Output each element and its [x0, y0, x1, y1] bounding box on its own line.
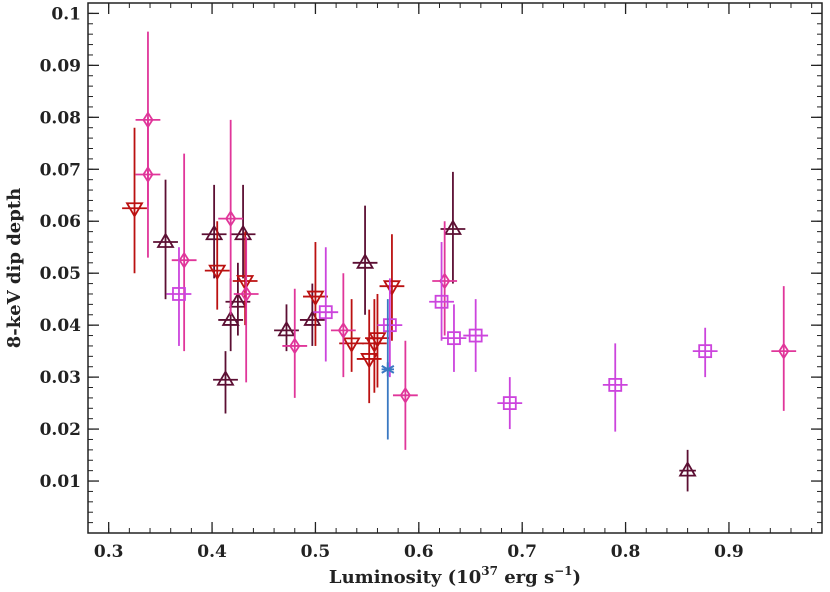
data-point-triangle-up [352, 205, 378, 315]
marker-diamond [289, 337, 301, 355]
data-point-triangle-up [213, 351, 238, 414]
x-axis-label-exponent: 37 [481, 564, 498, 578]
data-point-triangle-up [201, 184, 227, 279]
data-point-triangle-down [365, 293, 390, 388]
marker-square [502, 396, 517, 410]
marker-triangle-down [382, 280, 401, 296]
marker-triangle-down [236, 275, 255, 291]
y-tick-label: 0.01 [40, 472, 81, 492]
marker-diamond [337, 321, 349, 340]
data-point-square [429, 242, 454, 341]
y-tick-label: 0.03 [40, 368, 81, 388]
data-point-triangle-down [122, 127, 147, 274]
data-point-triangle-up [230, 184, 256, 279]
marker-square [434, 294, 449, 309]
marker-diamond [142, 165, 154, 184]
marker-triangle-down [208, 264, 227, 281]
y-tick-label: 0.1 [51, 4, 81, 24]
marker-triangle-down [368, 332, 387, 348]
marker-diamond [240, 285, 252, 303]
data-point-square [441, 304, 467, 372]
data-point-square [602, 343, 628, 432]
marker-diamond [399, 386, 411, 404]
data-point-asterisk [381, 299, 395, 440]
y-tick-label: 0.06 [40, 212, 81, 232]
marker-asterisk-stroke [381, 364, 395, 374]
marker-square [698, 344, 713, 359]
data-point-triangle-down [232, 231, 258, 326]
data-point-diamond [282, 288, 308, 398]
data-point-triangle-up [678, 449, 697, 492]
marker-square [382, 318, 397, 333]
data-point-triangle-down [379, 234, 405, 341]
marker-square [608, 378, 623, 392]
data-point-square [377, 278, 403, 378]
x-tick-label: 0.9 [714, 542, 744, 562]
data-point-square [692, 327, 718, 378]
data-point-triangle-down [204, 221, 230, 310]
y-tick-label: 0.05 [40, 264, 81, 284]
y-tick-label: 0.07 [40, 160, 81, 180]
marker-square [468, 328, 483, 343]
data-point-triangle-up [299, 283, 325, 346]
data-point-square [463, 299, 489, 372]
marker-triangle-up [228, 291, 247, 308]
marker-triangle-down [360, 353, 379, 369]
y-tick-label: 0.02 [40, 420, 81, 440]
marker-triangle-up [356, 253, 375, 269]
data-point-diamond [135, 117, 161, 258]
marker-diamond [778, 342, 790, 360]
marker-triangle-up [156, 232, 175, 248]
marker-triangle-up [234, 224, 253, 241]
marker-diamond [178, 251, 190, 269]
marker-triangle-down [125, 202, 144, 219]
x-tick-label: 0.4 [197, 542, 227, 562]
data-point-square [313, 247, 339, 362]
x-axis-label-unit: erg s [498, 567, 554, 588]
marker-triangle-down [342, 337, 361, 354]
x-axis-label-main: Luminosity (10 [329, 567, 481, 588]
marker-diamond [225, 209, 237, 228]
x-tick-label: 0.3 [94, 542, 124, 562]
data-point-diamond [392, 340, 418, 450]
data-point-diamond [771, 286, 797, 411]
marker-square [318, 305, 333, 320]
marker-triangle-up [443, 219, 462, 235]
marker-square [447, 331, 461, 346]
data-point-square [166, 247, 192, 346]
data-point-diamond [218, 119, 244, 315]
data-point-triangle-up [153, 179, 178, 300]
plot-frame [87, 2, 823, 534]
marker-triangle-up [221, 310, 240, 326]
data-point-triangle-down [303, 242, 328, 346]
x-tick-label: 0.5 [301, 542, 331, 562]
x-axis-label-exponent-2: −1 [554, 564, 572, 578]
data-point-diamond [171, 153, 197, 352]
marker-triangle-up [216, 369, 235, 386]
x-tick-label: 0.7 [507, 542, 537, 562]
data-point-diamond [233, 236, 259, 383]
y-tick-label: 0.08 [40, 108, 81, 128]
data-point-diamond [330, 273, 356, 378]
y-tick-label: 0.09 [40, 56, 81, 76]
x-tick-label: 0.6 [404, 542, 434, 562]
ticks-layer: 0.3 0.4 0.5 0.6 0.7 0.8 0.9 0.01 0.02 0.03 0.04 0.0… [40, 2, 822, 562]
marker-triangle-up [678, 460, 697, 477]
x-axis-label-end: ) [573, 567, 582, 588]
data-layer [122, 31, 797, 492]
marker-triangle-down [306, 290, 325, 307]
x-axis-label: Luminosity (1037 erg s−1) [329, 564, 581, 588]
y-tick-label: 0.04 [40, 316, 82, 336]
y-axis-label: 8-keV dip depth [4, 188, 25, 348]
marker-square [172, 287, 186, 301]
data-point-square [497, 377, 523, 430]
x-tick-label: 0.8 [611, 542, 641, 562]
marker-triangle-up [277, 320, 296, 337]
